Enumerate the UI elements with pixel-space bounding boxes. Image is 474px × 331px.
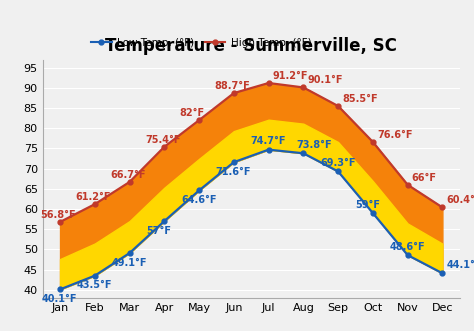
- Text: 74.7°F: 74.7°F: [251, 136, 286, 146]
- Text: 59°F: 59°F: [355, 200, 380, 210]
- Text: 73.8°F: 73.8°F: [296, 140, 332, 150]
- Text: 57°F: 57°F: [146, 226, 171, 236]
- Text: 71.6°F: 71.6°F: [216, 167, 251, 177]
- Text: 43.5°F: 43.5°F: [77, 280, 112, 290]
- Text: 56.8°F: 56.8°F: [41, 210, 76, 220]
- Text: 48.6°F: 48.6°F: [390, 242, 425, 252]
- Text: 90.1°F: 90.1°F: [308, 75, 343, 85]
- Text: 85.5°F: 85.5°F: [342, 94, 378, 104]
- Text: 49.1°F: 49.1°F: [111, 258, 147, 267]
- Text: 91.2°F: 91.2°F: [273, 71, 308, 81]
- Text: 66.7°F: 66.7°F: [110, 170, 146, 180]
- Text: 40.1°F: 40.1°F: [42, 294, 77, 304]
- Text: 64.6°F: 64.6°F: [181, 195, 217, 205]
- Text: 82°F: 82°F: [180, 108, 205, 118]
- Text: 66°F: 66°F: [412, 173, 437, 183]
- Text: 69.3°F: 69.3°F: [320, 158, 356, 168]
- Text: 61.2°F: 61.2°F: [75, 192, 111, 202]
- Text: 44.1°F: 44.1°F: [447, 260, 474, 270]
- Legend: Low Temp. (°F), High Temp. (°F): Low Temp. (°F), High Temp. (°F): [87, 34, 316, 52]
- Text: 88.7°F: 88.7°F: [214, 81, 250, 91]
- Title: Temperature - Summerville, SC: Temperature - Summerville, SC: [105, 37, 397, 55]
- Text: 76.6°F: 76.6°F: [377, 130, 412, 140]
- Text: 60.4°F: 60.4°F: [447, 195, 474, 205]
- Text: 75.4°F: 75.4°F: [145, 135, 181, 145]
